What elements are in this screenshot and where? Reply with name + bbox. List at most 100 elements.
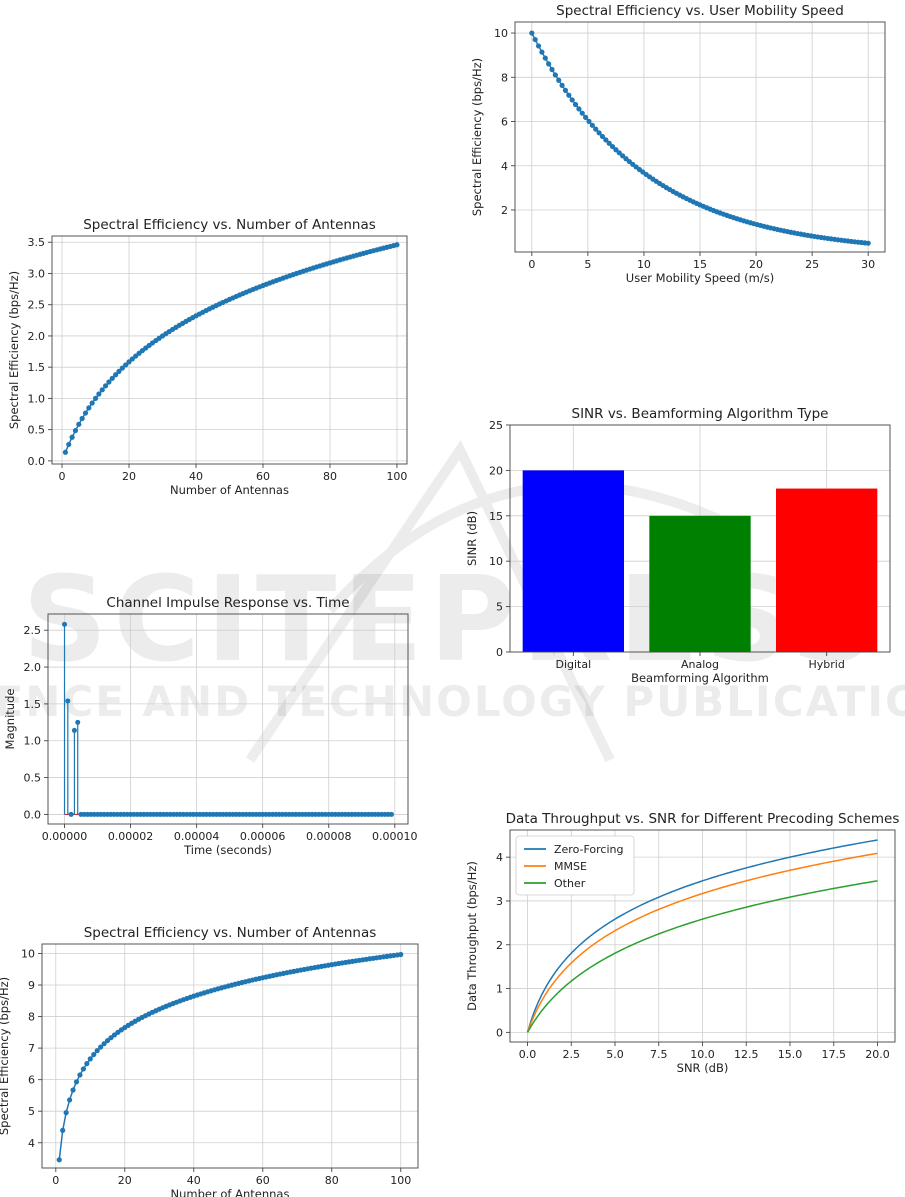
x-axis: 0 5 10 15 20 25 30 [528,22,875,271]
chart-sinr-beamforming: SINR vs. Beamforming Algorithm Type 0 5 10 1… [465,406,891,685]
legend: Zero-Forcing MMSE Other [515,835,635,896]
data-point [394,242,400,248]
data-point [76,421,82,427]
y-axis-label: Spectral Efficiency (bps/Hz) [7,271,21,429]
x-tick-label: 40 [189,470,203,483]
data-point [593,126,599,132]
plot-frame [51,235,408,465]
plot-frame [509,424,891,653]
data-point [572,101,579,108]
x-tick-label: 40 [187,1174,201,1187]
y-tick-label: 1.5 [28,361,46,374]
stem-marker [62,621,68,627]
y-tick-label: 5 [496,601,503,614]
x-tick-label: 60 [256,1174,270,1187]
series-line [64,244,398,453]
x-axis-label: Number of Antennas [171,1187,290,1197]
y-tick-label: 0.0 [28,455,46,468]
data-point [559,82,565,88]
chart-spectral-efficiency-antennas-2: Spectral Efficiency vs. Number of Antenn… [0,925,419,1197]
data-point [79,415,85,422]
data-point [102,383,109,389]
data-point [72,427,79,434]
x-tick-label: 15 [693,258,707,271]
data-point [532,36,538,43]
y-tick-label: 10 [489,555,503,568]
data-point [86,405,92,411]
x-axis: 0 20 40 60 80 100 [59,236,407,483]
data-point [589,122,595,128]
y-tick-label: 4 [496,851,503,864]
plot-area [526,839,878,1033]
chart-title: Data Throughput vs. SNR for Different Pr… [506,811,900,827]
x-axis-label: User Mobility Speed (m/s) [626,271,774,285]
x-tick-label: 0.00004 [174,830,220,843]
x-tick-label: 25 [805,258,819,271]
x-tick-label: 0 [52,1174,59,1187]
y-tick-label: 8 [501,71,508,84]
x-tick-label: 2.5 [563,1048,581,1061]
data-point [123,362,129,368]
y-tick-label: 2 [496,939,503,952]
data-point [106,379,112,385]
data-point [616,150,622,156]
y-tick-label: 6 [28,1074,35,1087]
data-point [119,365,125,371]
data-point [113,372,119,378]
plot-frame [514,21,886,253]
data-point [529,30,535,36]
x-tick-label: 20 [749,258,763,271]
series-line-zero-forcing [526,839,878,1033]
y-axis: 2 4 6 8 10 [494,27,885,217]
data-point [99,387,105,393]
stem-marker [75,719,81,725]
chart-title: Spectral Efficiency vs. Number of Antenn… [83,217,376,233]
data-point [562,87,569,93]
data-point [82,410,89,416]
data-point [613,147,619,153]
series-markers [529,30,871,246]
y-tick-label: 10 [494,27,508,40]
x-axis-label: SNR (dB) [677,1061,729,1075]
chart-spectral-efficiency-antennas-1: Spectral Efficiency vs. Number of Antenn… [7,217,408,497]
data-point [109,375,115,381]
x-tick-label: 20 [122,470,136,483]
stem-marker [388,811,394,817]
y-tick-label: 2.5 [24,624,42,637]
plot-area [62,621,394,817]
stem-marker [68,811,74,817]
y-tick-label: 10 [21,947,35,960]
plot-area [56,951,404,1163]
x-tick-label: 0.00002 [108,830,154,843]
legend-box [515,835,635,896]
chart-data-throughput-snr: Data Throughput vs. SNR for Different Pr… [465,811,900,1075]
y-tick-label: 0.5 [24,772,42,785]
x-tick-label: 5.0 [606,1048,624,1061]
chart-title: SINR vs. Beamforming Algorithm Type [572,406,829,422]
x-tick-label: 0.00010 [372,830,418,843]
y-tick-label: 3.0 [28,267,46,280]
data-point [98,1044,104,1050]
data-point [80,1066,86,1072]
x-tick-label: 7.5 [650,1048,668,1061]
chart-channel-impulse-response: Channel Impulse Response vs. Time 0.0 0.5 1… [3,595,418,857]
data-point [91,1051,97,1058]
y-axis-label: Data Throughput (bps/Hz) [465,861,479,1011]
bar-analog [649,515,751,652]
data-point [549,66,555,73]
data-point [609,143,616,150]
y-tick-label: 0 [496,646,503,659]
x-tick-label: 100 [386,470,407,483]
y-tick-label: 8 [28,1011,35,1024]
x-tick-label: 0 [528,258,535,271]
x-tick-label: 10.0 [690,1048,715,1061]
x-tick-label: 0.00008 [306,830,352,843]
y-tick-label: 20 [489,464,503,477]
bar-digital [522,470,624,652]
y-axis-label: Magnitude [3,689,17,750]
y-tick-label: 2.5 [28,299,46,312]
data-point [92,395,99,402]
data-point [542,55,548,61]
x-tick-label: 80 [323,470,337,483]
data-point [539,49,545,55]
